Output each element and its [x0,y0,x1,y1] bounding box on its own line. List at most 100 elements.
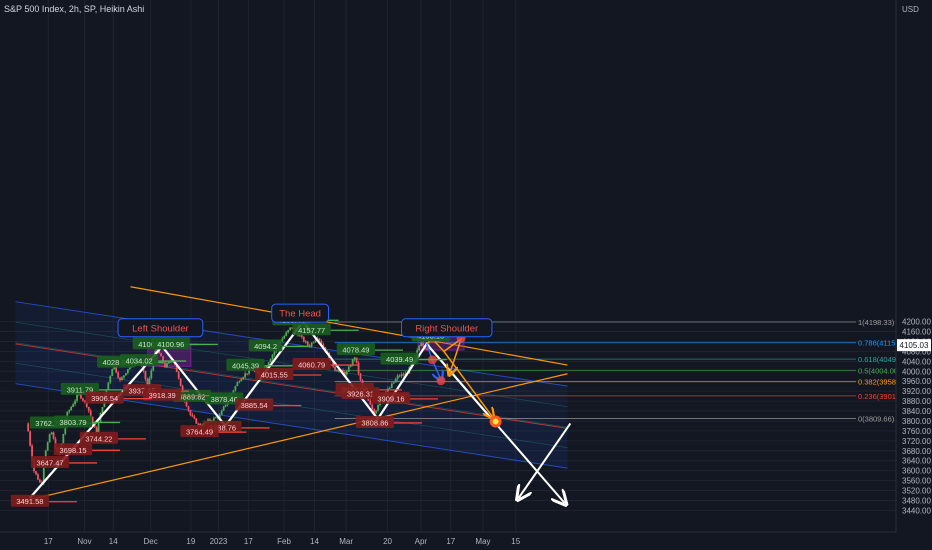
candle-body [342,369,344,372]
orange-trendline [130,286,568,366]
candle-body [254,370,256,372]
y-tick-label: 3720.00 [902,437,931,446]
candle-body [394,378,397,383]
candle-body [355,357,358,363]
candle-body [222,406,225,411]
candle-body [95,427,98,433]
target-burst-core [492,418,499,425]
candle-body [81,398,84,401]
price-label: 3744.22 [85,434,112,443]
candle-body [193,416,196,419]
candle-body [148,378,151,385]
price-label: 3918.39 [149,391,176,400]
price-label-box [53,443,93,456]
candle-body [269,359,272,363]
price-label-box [151,337,190,350]
price-label: 3762.79 [35,419,62,428]
channel-inner-line [15,321,568,407]
current-price-tag [897,339,931,352]
candle-body [185,400,188,407]
candle-body [232,390,235,394]
price-label-box [355,415,394,428]
candle-body [70,406,73,411]
candle-body [109,375,112,383]
current-price-value: 4105.03 [900,341,929,350]
candle-body [390,383,393,388]
candle-body [87,406,90,411]
price-label-box [120,354,159,367]
price-label: 4100.96 [157,340,184,349]
candle-body [74,400,76,405]
price-label-box [10,494,49,507]
y-tick-label: 3440.00 [902,506,931,515]
price-label-box [226,358,265,371]
candle-body [306,341,309,346]
price-label: 4039.49 [386,355,413,364]
candle-body [271,354,274,360]
the-head-callout-box [271,303,330,323]
candle-body [187,406,190,411]
y-tick-label: 3600.00 [902,467,931,476]
candle-body [128,367,131,370]
price-label-box [85,391,124,404]
candle-body [146,379,149,385]
price-label: 3491.58 [16,497,43,506]
candle-body [123,375,125,378]
candle-body [179,378,182,386]
candle-body [27,423,30,432]
candle-body [343,371,346,375]
candle-body [214,417,217,419]
candle-body [345,371,348,375]
price-label: 4028.84 [103,358,130,367]
price-label: 3647.47 [36,458,63,467]
x-tick-label: May [475,537,490,546]
candle-body [377,404,379,411]
candle-body [236,382,239,387]
y-tick-label: 3560.00 [902,477,931,486]
x-tick-label: Mar [339,537,353,546]
candle-body [248,368,250,374]
candle-body [31,445,33,460]
y-tick-label: 4080.00 [902,347,931,356]
y-tick-label: 3640.00 [902,457,931,466]
price-label-box [371,391,411,404]
fib-level-label: 1(4198.33) [858,318,895,327]
candle-body [52,432,55,439]
candle-body [244,373,247,378]
x-tick-label: Apr [415,537,428,546]
x-tick-label: 15 [511,537,520,546]
candle-body [64,423,67,434]
price-label: 3788.76 [209,423,236,432]
candle-body [101,407,104,413]
price-label: 3808.86 [361,418,388,427]
candle-body [48,434,51,443]
candle-body [220,410,223,415]
trendline-layer [15,286,568,504]
price-label: 3803.79 [59,418,86,427]
price-label-box [180,425,219,438]
projection-arrow-upper [494,422,565,503]
candle-body [68,410,71,412]
candle-body [404,373,407,375]
x-tick-label: 19 [186,537,195,546]
price-label: 4094.2 [254,342,277,351]
price-label-box [292,358,331,371]
candle-body [152,363,155,371]
candle-body [119,377,121,381]
projection-node [436,376,446,386]
candle-body [347,366,350,372]
right-shoulder-callout-box [401,318,493,338]
y-tick-label: 3880.00 [902,397,931,406]
candle-body [398,375,401,377]
y-tick-label: 4000.00 [902,367,931,376]
candle-body [338,370,340,372]
candle-body [212,417,215,421]
candle-body [283,335,286,339]
price-label-box [205,392,244,405]
candle-body [371,404,374,410]
y-tick-label: 4200.00 [902,318,931,327]
candle-body [388,387,391,389]
candle-body [322,344,325,348]
price-label-box [336,343,375,356]
